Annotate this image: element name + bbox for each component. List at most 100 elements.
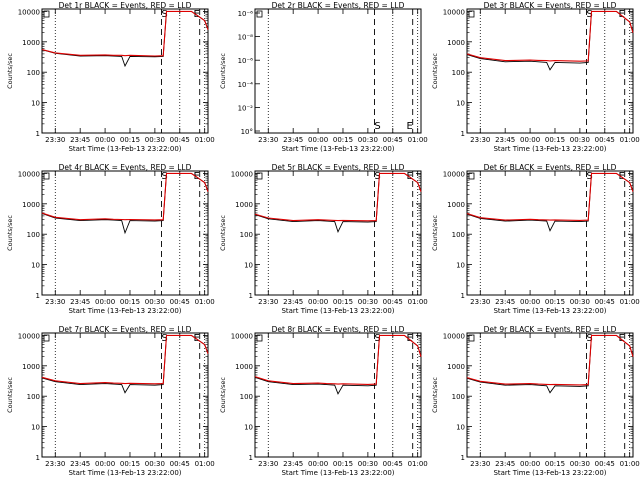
y-tick-label: 100 (452, 231, 465, 239)
x-tick-label: 00:00 (520, 298, 540, 306)
panel-title: Det 8r BLACK = Events, RED = LLD (272, 325, 405, 334)
x-tick-label: 00:15 (333, 460, 353, 468)
x-tick-label: 01:00 (620, 136, 640, 144)
x-tick-label: 00:00 (308, 460, 328, 468)
start-marker-label: S (161, 9, 167, 20)
x-tick-label: 00:00 (95, 460, 115, 468)
start-marker-label: S (161, 171, 167, 182)
lld-series-line (41, 334, 209, 385)
y-tick-label: 10000 (443, 8, 465, 16)
panel-det-9: Det 9r BLACK = Events, RED = LLD 1 10 100 10… (431, 325, 640, 477)
x-tick-label: 00:30 (570, 298, 590, 306)
x-tick-label: 00:45 (383, 298, 403, 306)
y-tick-label: 100 (27, 393, 40, 401)
x-tick-label: 00:30 (145, 460, 165, 468)
y-tick-label: 1000 (22, 363, 40, 371)
x-tick-label: 01:00 (620, 460, 640, 468)
plot-frame (254, 8, 422, 134)
y-tick-label: 10⁻⁴ (238, 81, 254, 89)
y-tick-label: 100 (452, 393, 465, 401)
x-tick-label: 00:15 (120, 298, 140, 306)
x-tick-label: 00:30 (570, 136, 590, 144)
end-marker-label: E (407, 333, 413, 344)
y-tick-label: 1000 (447, 39, 465, 47)
x-tick-label: 23:30 (45, 298, 65, 306)
x-tick-label: 00:45 (170, 460, 190, 468)
corner-box-icon (43, 172, 50, 180)
x-tick-label: 00:30 (145, 136, 165, 144)
y-tick-label: 10⁻⁶ (238, 10, 254, 18)
panel-title: Det 2r BLACK = Events, RED = LLD (272, 1, 405, 10)
x-tick-label: 23:30 (470, 136, 490, 144)
y-tick-label: 10000 (18, 8, 40, 16)
y-tick-label: 10⁻² (238, 104, 254, 112)
events-series-line (41, 10, 209, 68)
y-axis-label: Counts/sec (219, 377, 227, 413)
start-marker-label: S (374, 171, 380, 182)
x-tick-label: 23:30 (45, 136, 65, 144)
x-axis-label: Start Time (13-Feb-13 23:22:00) (68, 145, 181, 153)
y-tick-label: 10⁻⁸ (238, 34, 254, 42)
x-tick-label: 23:30 (45, 460, 65, 468)
y-tick-label: 1000 (447, 363, 465, 371)
x-tick-label: 01:00 (620, 298, 640, 306)
lld-series-line (466, 334, 634, 386)
x-axis-label: Start Time (13-Feb-13 23:22:00) (281, 307, 394, 315)
y-tick-label: 1 (36, 130, 40, 138)
y-tick-label: 1000 (22, 39, 40, 47)
panel-det-5: Det 5r BLACK = Events, RED = LLD 1 10 100 10… (219, 163, 428, 315)
x-tick-label: 00:00 (520, 460, 540, 468)
y-tick-label: 10000 (443, 170, 465, 178)
x-tick-label: 23:30 (258, 136, 278, 144)
x-tick-label: 00:00 (308, 298, 328, 306)
start-marker-label: S (161, 333, 167, 344)
y-tick-label: 10000 (231, 170, 253, 178)
x-tick-label: 23:45 (70, 136, 90, 144)
x-tick-label: 01:00 (195, 298, 215, 306)
corner-box-icon (256, 10, 263, 18)
x-axis-label: Start Time (13-Feb-13 23:22:00) (68, 469, 181, 477)
lld-series-line (254, 172, 422, 222)
x-tick-label: 23:45 (283, 298, 303, 306)
y-tick-label: 100 (240, 231, 253, 239)
x-tick-label: 00:15 (333, 136, 353, 144)
y-tick-label: 100 (452, 69, 465, 77)
corner-box-icon (256, 334, 263, 342)
y-axis-label: Counts/sec (219, 215, 227, 251)
x-tick-label: 01:00 (408, 460, 428, 468)
panel-det-8: Det 8r BLACK = Events, RED = LLD 1 10 100 10… (219, 325, 428, 477)
panel-det-7: Det 7r BLACK = Events, RED = LLD 1 10 100 10… (6, 325, 215, 477)
corner-box-icon (43, 334, 50, 342)
lld-series-line (41, 172, 209, 221)
y-tick-label: 10 (31, 100, 40, 108)
x-tick-label: 00:30 (358, 460, 378, 468)
y-tick-label: 1 (36, 292, 40, 300)
plot-frame (41, 8, 209, 134)
start-marker-label: S (586, 9, 592, 20)
x-tick-label: 00:15 (545, 136, 565, 144)
end-marker-label: E (619, 9, 625, 20)
y-axis-label: Counts/sec (431, 53, 439, 89)
events-series-line (254, 172, 422, 233)
x-tick-label: 00:00 (95, 136, 115, 144)
x-axis-label: Start Time (13-Feb-13 23:22:00) (68, 307, 181, 315)
plot-frame (254, 170, 422, 296)
x-tick-label: 00:45 (170, 298, 190, 306)
y-tick-label: 10 (456, 424, 465, 432)
y-tick-label: 1 (461, 130, 465, 138)
start-marker-label: S (586, 171, 592, 182)
x-tick-label: 00:45 (170, 136, 190, 144)
y-tick-label: 1000 (447, 201, 465, 209)
events-series-line (254, 334, 422, 395)
plot-frame (254, 332, 422, 458)
panel-det-1: Det 1r BLACK = Events, RED = LLD 1 10 100 10… (6, 1, 215, 153)
x-tick-label: 01:00 (408, 136, 428, 144)
x-tick-label: 00:30 (358, 136, 378, 144)
x-tick-label: 00:30 (145, 298, 165, 306)
plot-frame (466, 170, 634, 296)
lld-series-line (466, 172, 634, 221)
panel-det-2: Det 2r BLACK = Events, RED = LLD 10° 10⁻² 1… (219, 1, 428, 153)
y-tick-label: 100 (240, 393, 253, 401)
